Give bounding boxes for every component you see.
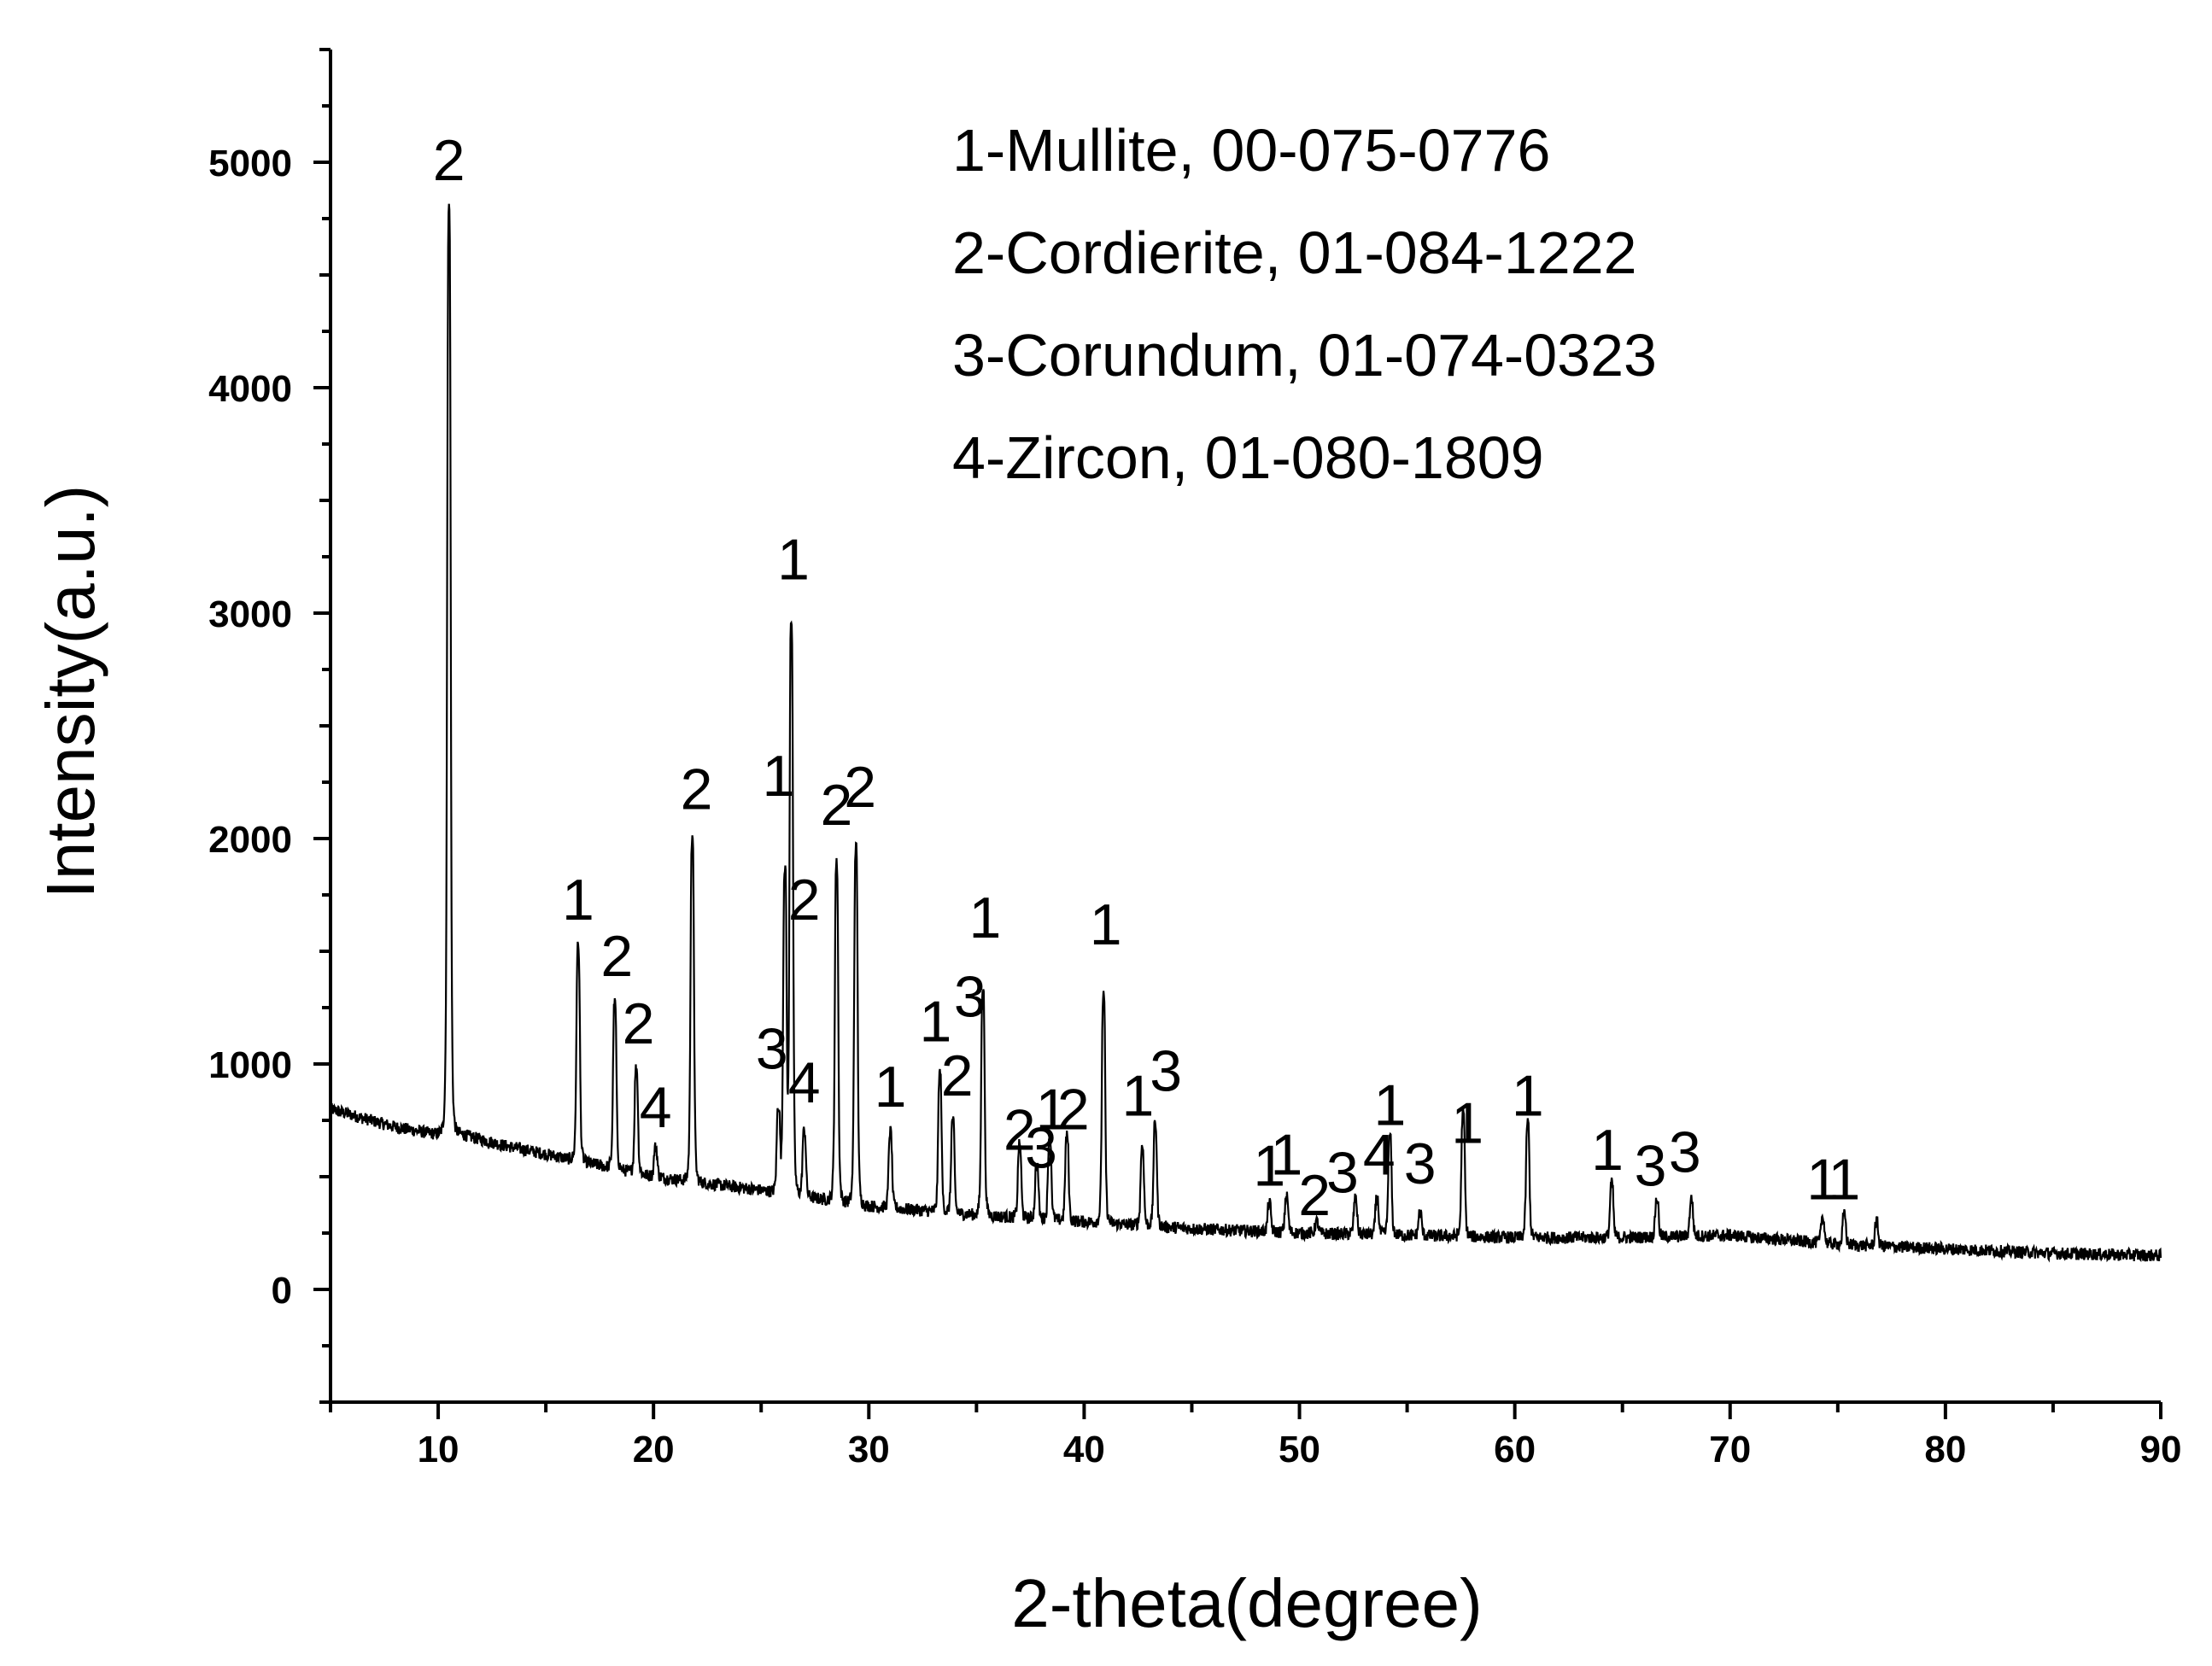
peak-label: 4 (1363, 1122, 1396, 1187)
peak-label: 2 (1004, 1097, 1036, 1162)
xrd-series-line (329, 203, 2162, 1263)
peak-label: 4 (788, 1050, 821, 1115)
peak-label: 1 (777, 527, 810, 592)
peak-label: 4 (640, 1075, 672, 1140)
peak-label: 1 (875, 1055, 907, 1119)
y-tick-label: 4000 (208, 368, 292, 410)
peak-label: 2 (844, 755, 876, 820)
peak-label: 3 (954, 965, 986, 1030)
peak-label: 3 (1326, 1140, 1359, 1205)
peak-label: 2 (681, 757, 713, 822)
x-tick-label: 40 (1063, 1429, 1105, 1470)
peak-label: 3 (1635, 1134, 1667, 1199)
peak-label: 2 (788, 868, 821, 932)
peak-label: 1 (1512, 1064, 1544, 1129)
x-tick-label: 70 (1709, 1429, 1751, 1470)
peak-label: 1 (1806, 1147, 1839, 1212)
legend-entry: 2-Cordierite, 01-084-1222 (952, 219, 1637, 286)
x-tick-label: 20 (633, 1429, 675, 1470)
peak-label: 2 (941, 1043, 974, 1108)
peak-label: 1 (1451, 1090, 1483, 1155)
peak-label: 1 (1270, 1122, 1302, 1187)
x-axis-title: 2-theta(degree) (1011, 1565, 1482, 1641)
peak-label: 1 (762, 744, 794, 809)
peak-label: 1 (562, 868, 594, 932)
legend-entry: 4-Zircon, 01-080-1809 (952, 424, 1544, 491)
y-tick-label: 0 (272, 1270, 292, 1312)
plot-area (329, 203, 2162, 1263)
peak-label: 2 (433, 128, 465, 193)
peak-label: 3 (1669, 1120, 1701, 1185)
axes: 10 20 30 40 50 60 70 80 90 0 1000 2000 3000 4000 5000 (208, 48, 2182, 1470)
peak-label: 1 (1374, 1073, 1407, 1137)
peak-label: 1 (920, 990, 952, 1055)
peak-label: 2 (600, 924, 633, 989)
x-tick-label: 50 (1279, 1429, 1320, 1470)
y-tick-label: 1000 (208, 1044, 292, 1086)
peak-label: 1 (1122, 1064, 1155, 1129)
y-axis-title: Intensity(a.u.) (32, 485, 108, 899)
x-tick-label: 30 (848, 1429, 890, 1470)
y-tick-label: 5000 (208, 143, 292, 184)
peak-label: 3 (1404, 1131, 1437, 1196)
peak-label: 3 (756, 1016, 788, 1081)
peak-label: 2 (623, 991, 655, 1056)
peak-label: 1 (1591, 1118, 1624, 1183)
peak-label: 1 (1828, 1147, 1860, 1212)
y-tick-label: 2000 (208, 819, 292, 861)
peak-label: 3 (1025, 1115, 1057, 1180)
legend: 1-Mullite, 00-075-0776 2-Cordierite, 01-0… (952, 117, 1657, 491)
x-tick-label: 60 (1494, 1429, 1536, 1470)
x-tick-label: 10 (418, 1429, 459, 1470)
legend-entry: 1-Mullite, 00-075-0776 (952, 117, 1550, 184)
legend-entry: 3-Corundum, 01-074-0323 (952, 322, 1657, 389)
peak-label: 1 (969, 886, 1002, 950)
peak-label: 2 (1057, 1078, 1090, 1143)
peak-label: 2 (821, 773, 853, 838)
peak-label: 1 (1036, 1078, 1068, 1143)
peak-label: 1 (1253, 1134, 1285, 1199)
x-tick-label: 80 (1924, 1429, 1966, 1470)
peak-label: 1 (1090, 892, 1122, 957)
y-tick-label: 3000 (208, 593, 292, 635)
peak-label: 3 (1150, 1039, 1182, 1104)
peak-label: 2 (1298, 1163, 1331, 1228)
x-tick-label: 90 (2140, 1429, 2182, 1470)
